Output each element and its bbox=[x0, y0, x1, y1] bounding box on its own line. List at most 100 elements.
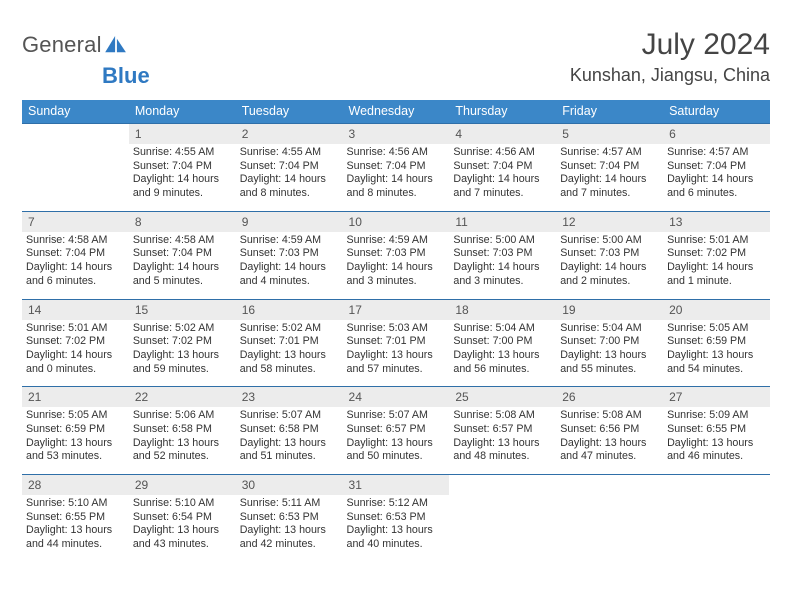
sunrise-line: Sunrise: 5:07 AM bbox=[347, 409, 446, 423]
day-info: Sunrise: 5:03 AMSunset: 7:01 PMDaylight:… bbox=[343, 320, 450, 387]
day-number: 1 bbox=[129, 124, 236, 144]
day-info: Sunrise: 4:56 AMSunset: 7:04 PMDaylight:… bbox=[449, 144, 556, 211]
calendar-cell: 29Sunrise: 5:10 AMSunset: 6:54 PMDayligh… bbox=[129, 475, 236, 562]
sunrise-line: Sunrise: 4:58 AM bbox=[133, 234, 232, 248]
weekday-header: Tuesday bbox=[236, 100, 343, 124]
sunrise-line: Sunrise: 5:03 AM bbox=[347, 322, 446, 336]
page-location: Kunshan, Jiangsu, China bbox=[570, 65, 770, 86]
daylight-line: Daylight: 14 hours and 0 minutes. bbox=[26, 349, 125, 376]
daylight-line: Daylight: 13 hours and 48 minutes. bbox=[453, 437, 552, 464]
calendar-cell bbox=[22, 124, 129, 212]
daylight-line: Daylight: 14 hours and 7 minutes. bbox=[453, 173, 552, 200]
sunrise-line: Sunrise: 5:08 AM bbox=[453, 409, 552, 423]
sunset-line: Sunset: 7:00 PM bbox=[453, 335, 552, 349]
sunset-line: Sunset: 7:04 PM bbox=[133, 160, 232, 174]
sunset-line: Sunset: 7:03 PM bbox=[240, 247, 339, 261]
day-number-blank bbox=[449, 475, 556, 495]
calendar-cell: 5Sunrise: 4:57 AMSunset: 7:04 PMDaylight… bbox=[556, 124, 663, 212]
daylight-line: Daylight: 13 hours and 50 minutes. bbox=[347, 437, 446, 464]
calendar-cell: 26Sunrise: 5:08 AMSunset: 6:56 PMDayligh… bbox=[556, 387, 663, 475]
sunset-line: Sunset: 7:01 PM bbox=[240, 335, 339, 349]
daylight-line: Daylight: 14 hours and 5 minutes. bbox=[133, 261, 232, 288]
sunrise-line: Sunrise: 4:56 AM bbox=[453, 146, 552, 160]
day-info: Sunrise: 4:55 AMSunset: 7:04 PMDaylight:… bbox=[236, 144, 343, 211]
calendar-cell: 11Sunrise: 5:00 AMSunset: 7:03 PMDayligh… bbox=[449, 211, 556, 299]
day-number: 23 bbox=[236, 387, 343, 407]
day-info: Sunrise: 5:04 AMSunset: 7:00 PMDaylight:… bbox=[556, 320, 663, 387]
daylight-line: Daylight: 14 hours and 6 minutes. bbox=[26, 261, 125, 288]
day-info: Sunrise: 4:57 AMSunset: 7:04 PMDaylight:… bbox=[663, 144, 770, 211]
daylight-line: Daylight: 14 hours and 3 minutes. bbox=[347, 261, 446, 288]
calendar-cell: 22Sunrise: 5:06 AMSunset: 6:58 PMDayligh… bbox=[129, 387, 236, 475]
day-number: 4 bbox=[449, 124, 556, 144]
daylight-line: Daylight: 14 hours and 9 minutes. bbox=[133, 173, 232, 200]
daylight-line: Daylight: 13 hours and 53 minutes. bbox=[26, 437, 125, 464]
weekday-header: Friday bbox=[556, 100, 663, 124]
day-info: Sunrise: 4:59 AMSunset: 7:03 PMDaylight:… bbox=[343, 232, 450, 299]
sunset-line: Sunset: 6:59 PM bbox=[667, 335, 766, 349]
daylight-line: Daylight: 13 hours and 40 minutes. bbox=[347, 524, 446, 551]
day-number: 10 bbox=[343, 212, 450, 232]
day-number: 30 bbox=[236, 475, 343, 495]
sunset-line: Sunset: 6:55 PM bbox=[667, 423, 766, 437]
calendar-week-row: 14Sunrise: 5:01 AMSunset: 7:02 PMDayligh… bbox=[22, 299, 770, 387]
calendar-cell: 13Sunrise: 5:01 AMSunset: 7:02 PMDayligh… bbox=[663, 211, 770, 299]
day-number: 18 bbox=[449, 300, 556, 320]
day-info: Sunrise: 5:01 AMSunset: 7:02 PMDaylight:… bbox=[22, 320, 129, 387]
day-info: Sunrise: 5:07 AMSunset: 6:58 PMDaylight:… bbox=[236, 407, 343, 474]
calendar-cell bbox=[663, 475, 770, 562]
calendar-cell: 4Sunrise: 4:56 AMSunset: 7:04 PMDaylight… bbox=[449, 124, 556, 212]
sunset-line: Sunset: 7:04 PM bbox=[453, 160, 552, 174]
sunrise-line: Sunrise: 5:01 AM bbox=[667, 234, 766, 248]
sunset-line: Sunset: 7:04 PM bbox=[667, 160, 766, 174]
logo-text-blue: Blue bbox=[102, 63, 150, 88]
calendar-cell: 6Sunrise: 4:57 AMSunset: 7:04 PMDaylight… bbox=[663, 124, 770, 212]
daylight-line: Daylight: 13 hours and 47 minutes. bbox=[560, 437, 659, 464]
calendar-week-row: 21Sunrise: 5:05 AMSunset: 6:59 PMDayligh… bbox=[22, 387, 770, 475]
calendar-cell: 14Sunrise: 5:01 AMSunset: 7:02 PMDayligh… bbox=[22, 299, 129, 387]
calendar-cell: 17Sunrise: 5:03 AMSunset: 7:01 PMDayligh… bbox=[343, 299, 450, 387]
title-block: July 2024 Kunshan, Jiangsu, China bbox=[570, 28, 770, 86]
sunrise-line: Sunrise: 4:57 AM bbox=[560, 146, 659, 160]
sunset-line: Sunset: 7:00 PM bbox=[560, 335, 659, 349]
sunrise-line: Sunrise: 5:00 AM bbox=[453, 234, 552, 248]
sunset-line: Sunset: 7:02 PM bbox=[133, 335, 232, 349]
sunset-line: Sunset: 6:55 PM bbox=[26, 511, 125, 525]
day-number: 21 bbox=[22, 387, 129, 407]
day-info: Sunrise: 5:00 AMSunset: 7:03 PMDaylight:… bbox=[449, 232, 556, 299]
day-number-blank bbox=[22, 124, 129, 144]
calendar-cell: 12Sunrise: 5:00 AMSunset: 7:03 PMDayligh… bbox=[556, 211, 663, 299]
daylight-line: Daylight: 14 hours and 2 minutes. bbox=[560, 261, 659, 288]
calendar-week-row: 28Sunrise: 5:10 AMSunset: 6:55 PMDayligh… bbox=[22, 475, 770, 562]
sunset-line: Sunset: 6:53 PM bbox=[240, 511, 339, 525]
day-info: Sunrise: 5:09 AMSunset: 6:55 PMDaylight:… bbox=[663, 407, 770, 474]
calendar-cell: 21Sunrise: 5:05 AMSunset: 6:59 PMDayligh… bbox=[22, 387, 129, 475]
sunset-line: Sunset: 7:02 PM bbox=[26, 335, 125, 349]
sunrise-line: Sunrise: 4:58 AM bbox=[26, 234, 125, 248]
calendar-cell: 31Sunrise: 5:12 AMSunset: 6:53 PMDayligh… bbox=[343, 475, 450, 562]
day-number: 6 bbox=[663, 124, 770, 144]
sunset-line: Sunset: 6:58 PM bbox=[133, 423, 232, 437]
calendar-cell: 2Sunrise: 4:55 AMSunset: 7:04 PMDaylight… bbox=[236, 124, 343, 212]
calendar-cell: 1Sunrise: 4:55 AMSunset: 7:04 PMDaylight… bbox=[129, 124, 236, 212]
day-number: 14 bbox=[22, 300, 129, 320]
daylight-line: Daylight: 13 hours and 56 minutes. bbox=[453, 349, 552, 376]
sunset-line: Sunset: 6:57 PM bbox=[453, 423, 552, 437]
calendar-cell: 7Sunrise: 4:58 AMSunset: 7:04 PMDaylight… bbox=[22, 211, 129, 299]
calendar-week-row: 1Sunrise: 4:55 AMSunset: 7:04 PMDaylight… bbox=[22, 124, 770, 212]
calendar-cell: 19Sunrise: 5:04 AMSunset: 7:00 PMDayligh… bbox=[556, 299, 663, 387]
sunset-line: Sunset: 7:03 PM bbox=[560, 247, 659, 261]
calendar-cell: 9Sunrise: 4:59 AMSunset: 7:03 PMDaylight… bbox=[236, 211, 343, 299]
day-number: 9 bbox=[236, 212, 343, 232]
logo: General bbox=[22, 28, 129, 58]
logo-text-general: General bbox=[22, 32, 102, 58]
day-number: 13 bbox=[663, 212, 770, 232]
sunrise-line: Sunrise: 5:11 AM bbox=[240, 497, 339, 511]
weekday-header: Thursday bbox=[449, 100, 556, 124]
calendar-cell bbox=[556, 475, 663, 562]
sunrise-line: Sunrise: 5:04 AM bbox=[560, 322, 659, 336]
day-number: 28 bbox=[22, 475, 129, 495]
sunrise-line: Sunrise: 4:56 AM bbox=[347, 146, 446, 160]
sunset-line: Sunset: 7:03 PM bbox=[347, 247, 446, 261]
daylight-line: Daylight: 13 hours and 59 minutes. bbox=[133, 349, 232, 376]
